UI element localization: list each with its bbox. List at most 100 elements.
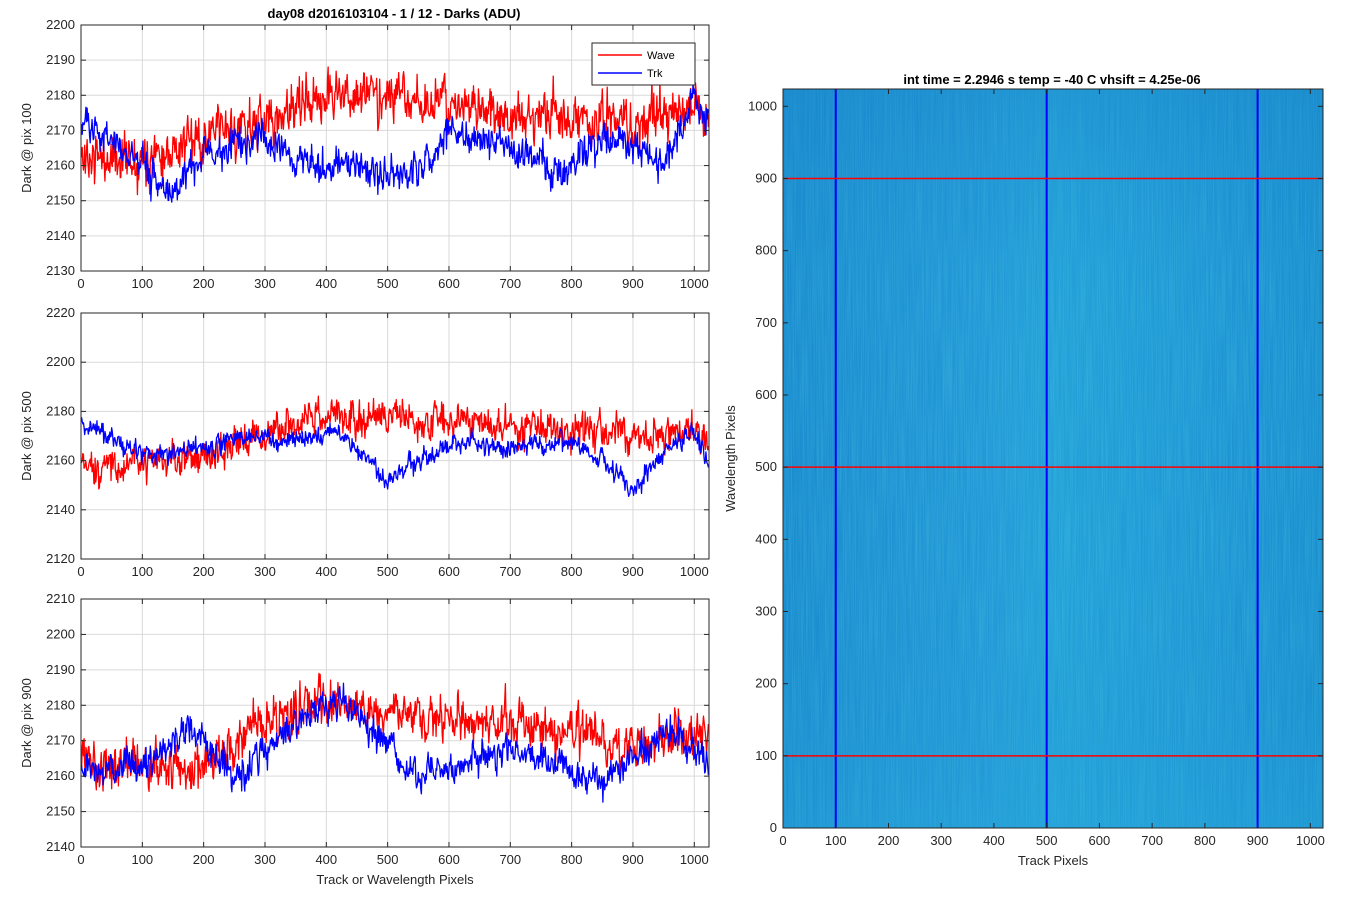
- x-tick-label: 300: [254, 564, 276, 579]
- y-tick-label: 2190: [46, 52, 75, 67]
- y-tick-label: 2140: [46, 228, 75, 243]
- x-tick-label: 800: [561, 276, 583, 291]
- axis-box: [782, 88, 1324, 829]
- panel-heatmap: 0 100 200 300 400 500 600 700 800 900 1000 0 100 200 3…: [723, 88, 1325, 868]
- y-tick-label: 2180: [46, 87, 75, 102]
- y-tick-label: 100: [755, 748, 777, 763]
- x-tick-label: 1000: [1296, 833, 1325, 848]
- y-tick-label: 2190: [46, 662, 75, 677]
- y-tick-label: 2160: [46, 158, 75, 173]
- series-group: [81, 395, 709, 498]
- panel-dark-pix-100: 0 100 200 300 400 500 600 700 800 900 1000 2130 2140…: [19, 17, 710, 291]
- x-tick-label: 500: [377, 852, 399, 867]
- legend-box: [591, 42, 696, 86]
- x-tick-label: 500: [1036, 833, 1058, 848]
- y-tick-label: 2150: [46, 193, 75, 208]
- y-tick-label: 400: [755, 531, 777, 546]
- x-tick-label: 1000: [680, 852, 709, 867]
- panel-dark-pix-500: 0 100 200 300 400 500 600 700 800 900 1000 2120 2140…: [19, 305, 710, 579]
- series-line-trk: [81, 82, 709, 203]
- x-tick-label: 900: [622, 564, 644, 579]
- x-tick-label: 800: [561, 564, 583, 579]
- y-tick-label: 2120: [46, 551, 75, 566]
- x-tick-label: 0: [77, 276, 84, 291]
- y-tick-label: 2180: [46, 697, 75, 712]
- axis-box: [80, 312, 710, 560]
- y-tick-label: 2160: [46, 768, 75, 783]
- y-tick-label: 600: [755, 387, 777, 402]
- x-tick-label: 200: [193, 564, 215, 579]
- x-tick-label: 0: [77, 564, 84, 579]
- series-group: [81, 66, 709, 203]
- y-tick-label: 2170: [46, 122, 75, 137]
- x-tick-label: 400: [315, 852, 337, 867]
- y-tick-label: 2210: [46, 591, 75, 606]
- x-tick-label: 700: [1141, 833, 1163, 848]
- y-tick-label: 800: [755, 243, 777, 258]
- series-group: [81, 672, 709, 803]
- panel-dark-pix-900: 0 100 200 300 400 500 600 700 800 900 1000 2140 2150…: [19, 591, 710, 887]
- x-tick-label: 700: [499, 564, 521, 579]
- y-tick-label: 900: [755, 170, 777, 185]
- x-tick-label: 500: [377, 564, 399, 579]
- x-tick-label: 600: [438, 852, 460, 867]
- x-tick-label: 0: [779, 833, 786, 848]
- x-tick-label: 400: [983, 833, 1005, 848]
- y-axis-label: Wavelength Pixels: [723, 405, 738, 512]
- x-tick-label: 400: [315, 276, 337, 291]
- x-tick-label: 200: [193, 852, 215, 867]
- x-tick-label: 100: [131, 276, 153, 291]
- x-tick-label: 0: [77, 852, 84, 867]
- y-tick-label: 700: [755, 315, 777, 330]
- x-tick-label: 900: [622, 852, 644, 867]
- y-tick-label: 200: [755, 676, 777, 691]
- x-tick-label: 600: [1089, 833, 1111, 848]
- y-tick-label: 2200: [46, 354, 75, 369]
- y-tick-label: 2170: [46, 733, 75, 748]
- x-tick-label: 300: [930, 833, 952, 848]
- legend-label-trk: Trk: [647, 68, 663, 80]
- y-tick-label: 2160: [46, 453, 75, 468]
- x-tick-label: 300: [254, 852, 276, 867]
- heatmap-shading: [783, 89, 1323, 828]
- x-tick-label: 100: [825, 833, 847, 848]
- x-tick-label: 100: [131, 564, 153, 579]
- y-axis-label: Dark @ pix 500: [19, 391, 34, 481]
- series-line-wave: [81, 395, 709, 490]
- y-tick-label: 2130: [46, 263, 75, 278]
- x-tick-label: 100: [131, 852, 153, 867]
- x-tick-label: 200: [878, 833, 900, 848]
- x-tick-label: 1000: [680, 276, 709, 291]
- x-tick-label: 1000: [680, 564, 709, 579]
- y-tick-label: 2140: [46, 502, 75, 517]
- series-line-trk: [81, 682, 709, 803]
- x-axis-label: Track or Wavelength Pixels: [316, 872, 474, 887]
- x-tick-label: 200: [193, 276, 215, 291]
- figure-title: day08 d2016103104 - 1 / 12 - Darks (ADU): [268, 6, 521, 21]
- y-tick-label: 0: [770, 820, 777, 835]
- y-tick-label: 2200: [46, 17, 75, 32]
- axis-box: [80, 598, 710, 848]
- y-tick-label: 2220: [46, 305, 75, 320]
- x-tick-label: 600: [438, 564, 460, 579]
- y-axis-label: Dark @ pix 100: [19, 103, 34, 193]
- y-tick-label: 2150: [46, 804, 75, 819]
- x-tick-label: 900: [622, 276, 644, 291]
- x-tick-label: 600: [438, 276, 460, 291]
- series-line-trk: [81, 417, 709, 498]
- y-tick-label: 2200: [46, 626, 75, 641]
- y-tick-label: 500: [755, 459, 777, 474]
- legend-label-wave: Wave: [647, 50, 675, 62]
- x-tick-label: 700: [499, 276, 521, 291]
- axis-box: [80, 24, 710, 272]
- series-line-wave: [81, 672, 709, 793]
- x-tick-label: 500: [377, 276, 399, 291]
- x-tick-label: 400: [315, 564, 337, 579]
- y-tick-label: 300: [755, 603, 777, 618]
- x-tick-label: 800: [1194, 833, 1216, 848]
- y-tick-label: 2140: [46, 839, 75, 854]
- x-tick-label: 900: [1247, 833, 1269, 848]
- y-axis-label: Dark @ pix 900: [19, 678, 34, 768]
